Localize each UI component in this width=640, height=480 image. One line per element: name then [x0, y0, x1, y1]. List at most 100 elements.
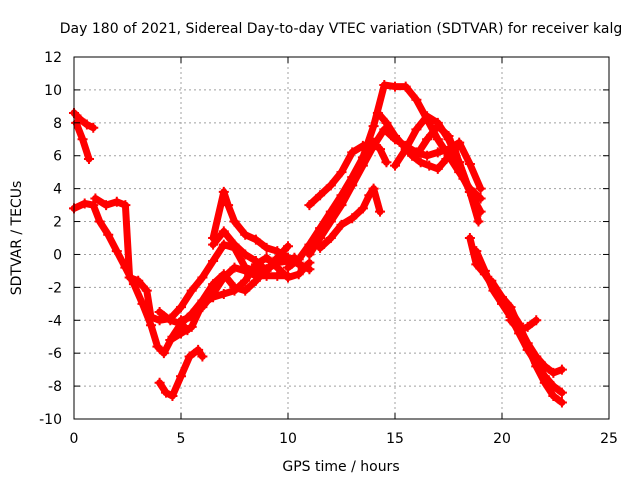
- data-point: [464, 233, 475, 243]
- data-point: [375, 206, 386, 217]
- data-point: [193, 344, 204, 355]
- data-point: [432, 121, 443, 132]
- data-point: [372, 107, 383, 118]
- data-point: [90, 193, 101, 204]
- data-point: [336, 167, 347, 178]
- y-tick-label: 10: [44, 83, 62, 99]
- data-point: [475, 206, 486, 217]
- data-point: [471, 246, 482, 257]
- data-point: [229, 216, 240, 227]
- data-point: [218, 239, 229, 250]
- y-tick-label: 6: [53, 149, 62, 165]
- data-point: [197, 351, 208, 362]
- y-tick-label: -10: [39, 412, 62, 428]
- data-point: [548, 367, 559, 378]
- data-point: [556, 364, 567, 375]
- data-point: [479, 265, 490, 276]
- data-point: [514, 325, 525, 336]
- data-point: [218, 186, 229, 197]
- data-point: [152, 341, 163, 352]
- data-point: [83, 154, 94, 165]
- data-point: [154, 377, 165, 388]
- y-tick-label: -6: [48, 346, 62, 362]
- data-point: [250, 256, 261, 267]
- y-tick-label: 2: [53, 215, 62, 231]
- data-point: [364, 190, 375, 201]
- data-point: [400, 81, 411, 92]
- data-point: [103, 229, 114, 240]
- data-point: [240, 229, 251, 240]
- data-point: [357, 140, 368, 151]
- x-tick-label: 10: [279, 431, 297, 447]
- data-point: [375, 144, 386, 155]
- data-point: [522, 321, 533, 332]
- data-point: [304, 264, 315, 275]
- data-point: [497, 292, 507, 303]
- data-point: [381, 157, 392, 168]
- data-point: [250, 270, 261, 281]
- data-point: [197, 302, 208, 313]
- data-point: [368, 121, 379, 132]
- data-point: [422, 134, 433, 145]
- data-point: [261, 265, 272, 276]
- data-point: [218, 272, 229, 283]
- data-point: [336, 200, 347, 211]
- data-point: [432, 147, 443, 158]
- data-point: [124, 272, 135, 283]
- data-point: [454, 157, 465, 168]
- data-point: [347, 180, 358, 191]
- data-point: [390, 160, 400, 171]
- data-point: [208, 288, 219, 299]
- data-point: [315, 233, 326, 243]
- data-point: [325, 180, 336, 191]
- data-point: [176, 371, 186, 382]
- data-point: [379, 79, 390, 90]
- data-point: [218, 288, 229, 299]
- data-point: [443, 130, 454, 141]
- data-point: [325, 233, 336, 243]
- data-point: [475, 183, 486, 194]
- y-tick-label: 4: [53, 182, 62, 198]
- data-point: [197, 272, 208, 283]
- series-track-s: [466, 234, 566, 377]
- data-point: [161, 387, 172, 398]
- data-point: [167, 390, 178, 401]
- data-point: [141, 285, 152, 296]
- y-tick-label: -8: [48, 379, 62, 395]
- data-point: [261, 252, 272, 263]
- data-point: [176, 315, 186, 326]
- series-track-k: [209, 227, 292, 275]
- x-tick-label: 20: [493, 431, 511, 447]
- y-tick-label: 8: [53, 116, 62, 132]
- data-point: [186, 285, 197, 296]
- data-point: [347, 147, 358, 158]
- data-point: [154, 307, 165, 318]
- data-point: [176, 328, 186, 339]
- data-point: [315, 242, 326, 253]
- data-point: [357, 160, 368, 171]
- data-point: [381, 117, 392, 128]
- data-point: [240, 249, 251, 260]
- data-point: [176, 302, 186, 313]
- data-point: [315, 190, 326, 201]
- data-point: [77, 134, 88, 145]
- data-point: [422, 150, 433, 161]
- data-point: [229, 285, 240, 296]
- data-point: [79, 198, 90, 209]
- data-point: [411, 150, 422, 161]
- data-point: [133, 275, 144, 286]
- data-point: [283, 241, 293, 252]
- data-point: [186, 311, 197, 322]
- data-point: [218, 226, 229, 237]
- data-point: [531, 315, 542, 326]
- data-point: [368, 183, 379, 194]
- series-track-a: [70, 109, 97, 132]
- data-point: [464, 158, 475, 169]
- data-point: [186, 321, 197, 332]
- data-point: [208, 256, 219, 267]
- data-point: [304, 200, 315, 211]
- data-point: [454, 137, 465, 148]
- x-tick-label: 15: [386, 431, 404, 447]
- data-point: [184, 351, 195, 362]
